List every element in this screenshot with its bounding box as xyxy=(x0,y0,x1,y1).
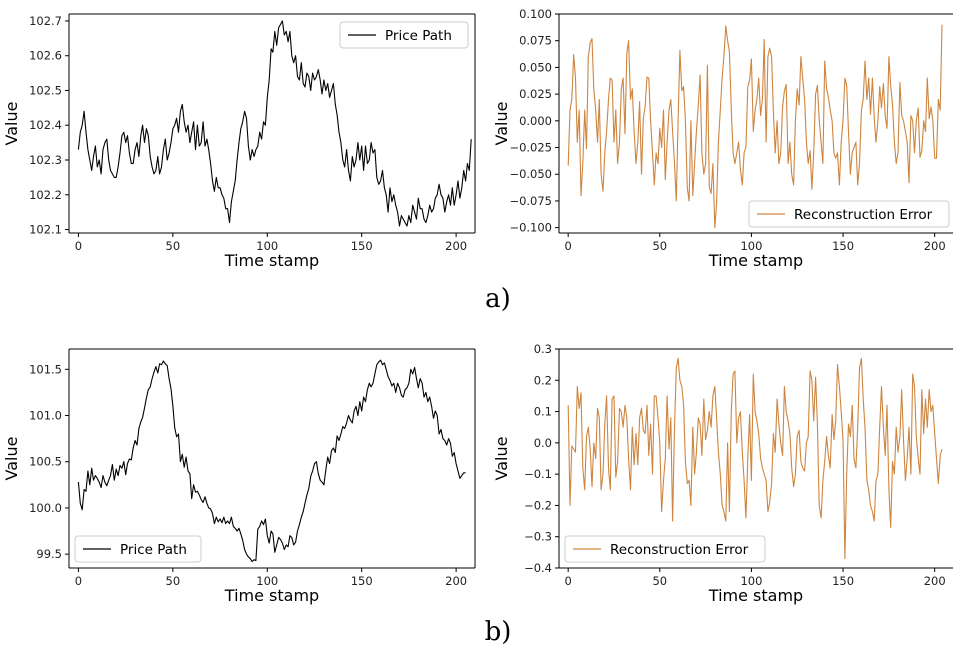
legend: Reconstruction Error xyxy=(748,200,950,228)
x-tick-label: 0 xyxy=(75,239,82,253)
y-axis-label: Value xyxy=(2,102,21,146)
y-tick-label: −0.050 xyxy=(509,167,552,181)
x-tick-label: 50 xyxy=(652,239,667,253)
y-tick-label: 0.0 xyxy=(534,436,552,450)
panel-label-a: a) xyxy=(485,284,511,314)
x-tick-label: 150 xyxy=(351,239,373,253)
panel-label-b: b) xyxy=(485,617,512,646)
y-tick-label: 0.2 xyxy=(534,373,552,387)
y-axis-label: Value xyxy=(492,102,511,146)
x-tick-label: 50 xyxy=(652,574,667,588)
y-tick-label: −0.1 xyxy=(524,467,552,481)
legend-label: Price Path xyxy=(385,28,452,44)
x-tick-label: 200 xyxy=(924,574,946,588)
y-tick-label: 0.3 xyxy=(534,342,552,356)
x-tick-label: 100 xyxy=(256,239,278,253)
y-tick-label: 102.3 xyxy=(29,153,62,167)
y-tick-label: 102.2 xyxy=(29,188,62,202)
y-tick-label: 0.100 xyxy=(519,7,552,21)
x-tick-label: 200 xyxy=(924,239,946,253)
y-tick-label: 102.6 xyxy=(29,49,62,63)
x-tick-label: 150 xyxy=(351,574,373,588)
y-tick-label: 100.0 xyxy=(29,501,62,515)
x-axis-label: Time stamp xyxy=(708,586,803,605)
x-tick-label: 0 xyxy=(564,574,571,588)
y-tick-label: 0.000 xyxy=(519,114,552,128)
x-tick-label: 200 xyxy=(445,574,467,588)
y-tick-label: 0.050 xyxy=(519,60,552,74)
y-tick-label: −0.100 xyxy=(509,221,552,235)
y-tick-label: 100.5 xyxy=(29,455,62,469)
legend: Reconstruction Error xyxy=(564,535,766,563)
y-tick-label: 101.5 xyxy=(29,362,62,376)
y-tick-label: 102.4 xyxy=(29,118,62,132)
y-axis-label: Value xyxy=(492,437,511,481)
y-tick-label: 102.7 xyxy=(29,14,62,28)
x-axis-label: Time stamp xyxy=(224,251,319,270)
y-tick-label: −0.075 xyxy=(509,194,552,208)
x-tick-label: 50 xyxy=(166,239,181,253)
y-tick-label: −0.4 xyxy=(524,561,552,575)
series-line xyxy=(567,24,943,229)
chart-a-reconstruction-error: 0 50 100 150 200 −0.100 −0.075 −0.050 −0.025 0.00… xyxy=(492,7,953,270)
legend-frame xyxy=(564,535,766,563)
legend-frame xyxy=(74,535,202,563)
series-line xyxy=(77,359,466,563)
x-tick-label: 0 xyxy=(564,239,571,253)
y-tick-label: 0.075 xyxy=(519,34,552,48)
chart-b-price-path: 0 50 100 150 200 99.5 100.0 100.5 101.0 101.5 Time… xyxy=(2,348,476,605)
y-tick-label: 102.5 xyxy=(29,83,62,97)
y-tick-label: 0.025 xyxy=(519,87,552,101)
y-tick-label: 0.1 xyxy=(534,405,552,419)
legend: Price Path xyxy=(74,535,202,563)
x-tick-label: 0 xyxy=(75,574,82,588)
legend-frame xyxy=(748,200,950,228)
chart-b-reconstruction-error: 0 50 100 150 200 −0.4 −0.3 −0.2 −0.1 0.0 0.1 0.2 0.3… xyxy=(492,342,953,605)
y-tick-label: 101.0 xyxy=(29,409,62,423)
series-line xyxy=(77,20,472,227)
x-tick-label: 50 xyxy=(166,574,181,588)
legend-frame xyxy=(339,21,469,49)
x-tick-label: 100 xyxy=(740,239,762,253)
legend-label: Reconstruction Error xyxy=(794,207,933,223)
y-tick-label: −0.2 xyxy=(524,498,552,512)
chart-a-price-path: 0 50 100 150 200 102.1 102.2 102.3 102.4 102.5 102… xyxy=(2,13,476,270)
x-tick-label: 150 xyxy=(832,574,854,588)
x-tick-label: 200 xyxy=(445,239,467,253)
legend-label: Reconstruction Error xyxy=(610,542,749,558)
x-tick-label: 150 xyxy=(832,239,854,253)
x-axis-label: Time stamp xyxy=(708,251,803,270)
x-axis-label: Time stamp xyxy=(224,586,319,605)
y-tick-label: 102.1 xyxy=(29,223,62,237)
y-tick-label: −0.3 xyxy=(524,530,552,544)
y-axis-label: Value xyxy=(2,437,21,481)
legend-label: Price Path xyxy=(120,542,187,558)
x-tick-label: 100 xyxy=(256,574,278,588)
series-line xyxy=(567,357,943,560)
y-tick-label: −0.025 xyxy=(509,141,552,155)
y-tick-label: 99.5 xyxy=(36,547,62,561)
x-tick-label: 100 xyxy=(740,574,762,588)
legend: Price Path xyxy=(339,21,469,49)
